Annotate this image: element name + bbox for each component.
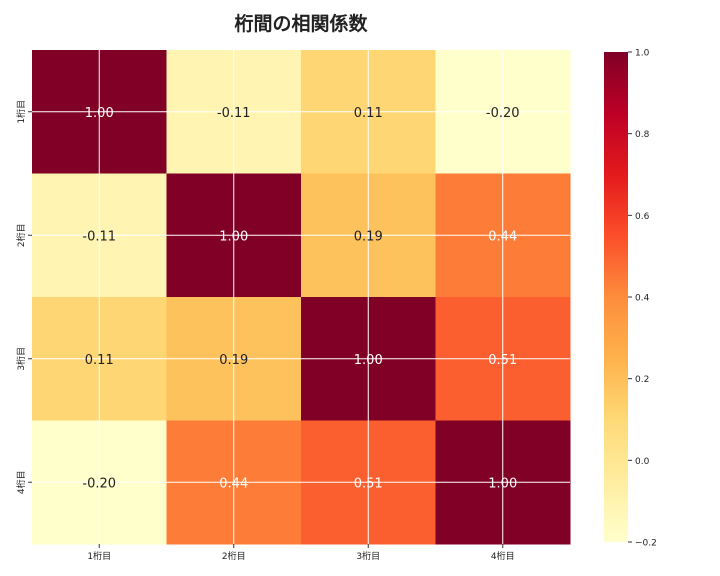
cell-value-label: 1.00 <box>219 229 248 244</box>
chart-title: 桁間の相関係数 <box>234 12 368 35</box>
cell-value-label: -0.20 <box>82 476 116 491</box>
cell-value-label: 1.00 <box>85 106 114 121</box>
cell-value-label: 0.44 <box>488 229 517 244</box>
colorbar-tick-label: 0.0 <box>635 457 650 467</box>
colorbar-tick-label: 0.6 <box>635 212 650 222</box>
x-tick-label: 4桁目 <box>491 550 515 562</box>
cell-value-label: 0.19 <box>219 353 248 368</box>
colorbar-tick-label: 0.4 <box>635 294 650 304</box>
y-tick-label: 3桁目 <box>15 347 27 371</box>
colorbar-tick-label: 1.0 <box>635 49 650 59</box>
x-tick-label: 3桁目 <box>356 550 380 562</box>
colorbar-tick-label: 0.8 <box>635 130 650 140</box>
colorbar-tick-label: 0.2 <box>635 375 649 385</box>
y-tick-label: 4桁目 <box>15 470 27 494</box>
cell-value-label: 0.11 <box>85 353 114 368</box>
cell-value-label: 0.51 <box>488 353 517 368</box>
y-tick-label: 2桁目 <box>15 223 27 247</box>
cell-value-label: 1.00 <box>488 476 517 491</box>
colorbar-tick-label: −0.2 <box>635 539 657 549</box>
cell-value-label: 1.00 <box>354 353 383 368</box>
cell-value-label: -0.11 <box>82 229 116 244</box>
cell-value-label: -0.20 <box>486 106 520 121</box>
cell-value-label: 0.51 <box>354 476 383 491</box>
cell-value-label: 0.19 <box>354 229 383 244</box>
x-tick-label: 1桁目 <box>87 550 111 562</box>
x-tick-label: 2桁目 <box>222 550 246 562</box>
cell-value-label: 0.44 <box>219 476 248 491</box>
y-tick-label: 1桁目 <box>15 100 27 124</box>
colorbar <box>604 52 628 542</box>
cell-value-label: -0.11 <box>217 106 251 121</box>
cell-value-label: 0.11 <box>354 106 383 121</box>
